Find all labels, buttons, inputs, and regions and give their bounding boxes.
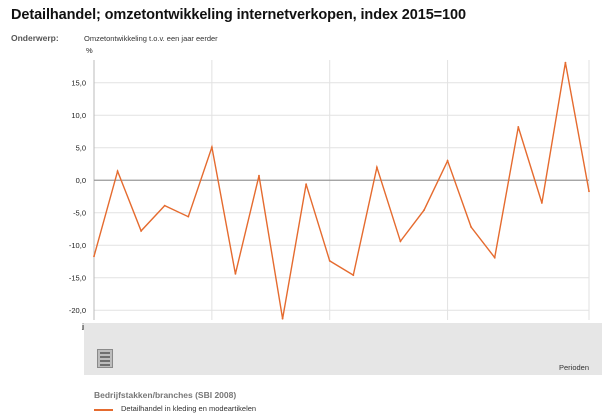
y-axis-unit-label: % <box>86 46 93 55</box>
subject-value: Omzetontwikkeling t.o.v. een jaar eerder <box>84 34 218 43</box>
data-point <box>517 126 520 128</box>
gridlines <box>93 60 590 320</box>
y-tick-label: 15,0 <box>71 78 86 87</box>
y-tick-label: 5,0 <box>76 143 86 152</box>
legend-swatch <box>94 409 113 411</box>
data-point <box>281 317 284 320</box>
data-point <box>540 202 543 204</box>
data-point <box>93 255 95 258</box>
chart-title: Detailhandel; omzetontwikkeling internet… <box>11 7 466 23</box>
line-chart: % 15,010,05,00,0-5,0-10,0-15,0-20,0 jan … <box>69 46 601 330</box>
data-point <box>210 146 213 149</box>
y-tick-label: -15,0 <box>69 273 86 282</box>
series-line <box>93 62 590 319</box>
data-point <box>470 226 473 228</box>
y-tick-label: -20,0 <box>69 306 86 315</box>
legend-label[interactable]: Detailhandel in kleding en modeartikelen <box>121 404 257 413</box>
y-tick-label: 10,0 <box>71 111 86 120</box>
data-point <box>493 256 496 259</box>
y-tick-label: 0,0 <box>76 176 86 185</box>
y-tick-label: -5,0 <box>73 208 86 217</box>
data-point <box>352 274 355 277</box>
data-point <box>234 272 237 275</box>
slider-handle-icon[interactable] <box>97 349 113 368</box>
data-point <box>328 259 331 262</box>
data-point <box>140 230 143 232</box>
data-point <box>399 240 402 243</box>
data-point <box>258 174 260 177</box>
y-axis-ticks: 15,0 10,0 5,0 0,0 -5,0 -10,0 -15,0 -20,0 <box>69 78 86 315</box>
data-point <box>588 190 590 193</box>
legend-title: Bedrijfstakken/branches (SBI 2008) <box>94 390 237 400</box>
series-group <box>93 61 590 320</box>
y-tick-label: -10,0 <box>69 241 86 250</box>
subject-label: Onderwerp: <box>11 33 59 43</box>
data-point <box>163 204 166 207</box>
data-point <box>375 166 378 169</box>
data-point <box>116 170 119 173</box>
slider-label-perioden: Perioden <box>559 363 590 372</box>
data-point <box>187 215 190 218</box>
data-point <box>305 183 308 186</box>
period-slider[interactable] <box>84 323 602 375</box>
data-point <box>423 209 425 212</box>
data-point <box>564 61 567 64</box>
data-point <box>446 159 449 162</box>
